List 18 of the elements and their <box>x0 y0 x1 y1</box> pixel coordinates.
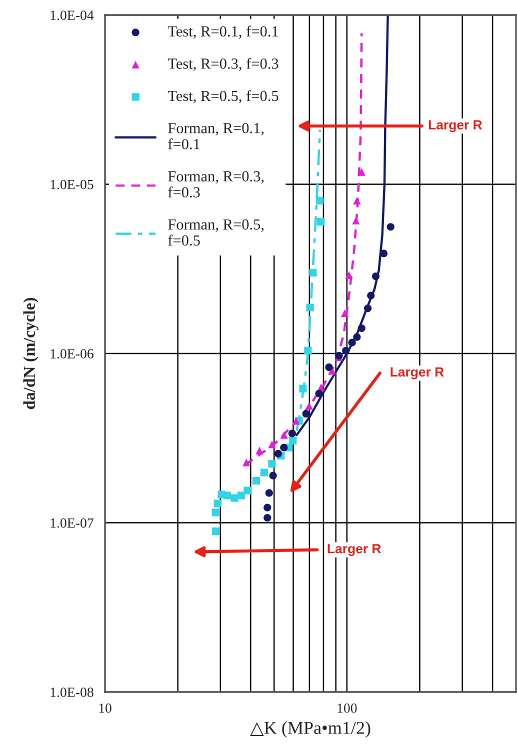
legend-label: Forman, R=0.5, f=0.5 <box>168 219 264 246</box>
legend-label: Test, R=0.5, f=0.5 <box>168 90 278 104</box>
y-tick-label: 1.0E-04 <box>50 10 94 20</box>
annotation: Larger R <box>390 367 444 380</box>
legend-label: Forman, R=0.1, f=0.1 <box>168 122 264 150</box>
y-tick-label: 1.0E-06 <box>50 349 94 359</box>
legend-label: Test, R=0.1, f=0.1 <box>168 26 278 39</box>
legend-label: Forman, R=0.3, f=0.3 <box>168 171 264 198</box>
x-tick-label: 100 <box>338 704 357 713</box>
y-tick-label: 1.0E-05 <box>50 180 94 190</box>
y-tick-label: 1.0E-07 <box>50 518 94 528</box>
y-axis-title: da/dN (m/cycle) <box>23 298 38 410</box>
x-axis-title: △K (MPa•m1/2) <box>250 721 370 738</box>
legend-label: Test, R=0.3, f=0.3 <box>168 58 278 72</box>
annotation: Larger R <box>328 544 381 556</box>
y-tick-label: 1.0E-08 <box>50 688 94 698</box>
x-tick-label: 10 <box>99 704 112 713</box>
annotation: Larger R <box>428 120 482 132</box>
